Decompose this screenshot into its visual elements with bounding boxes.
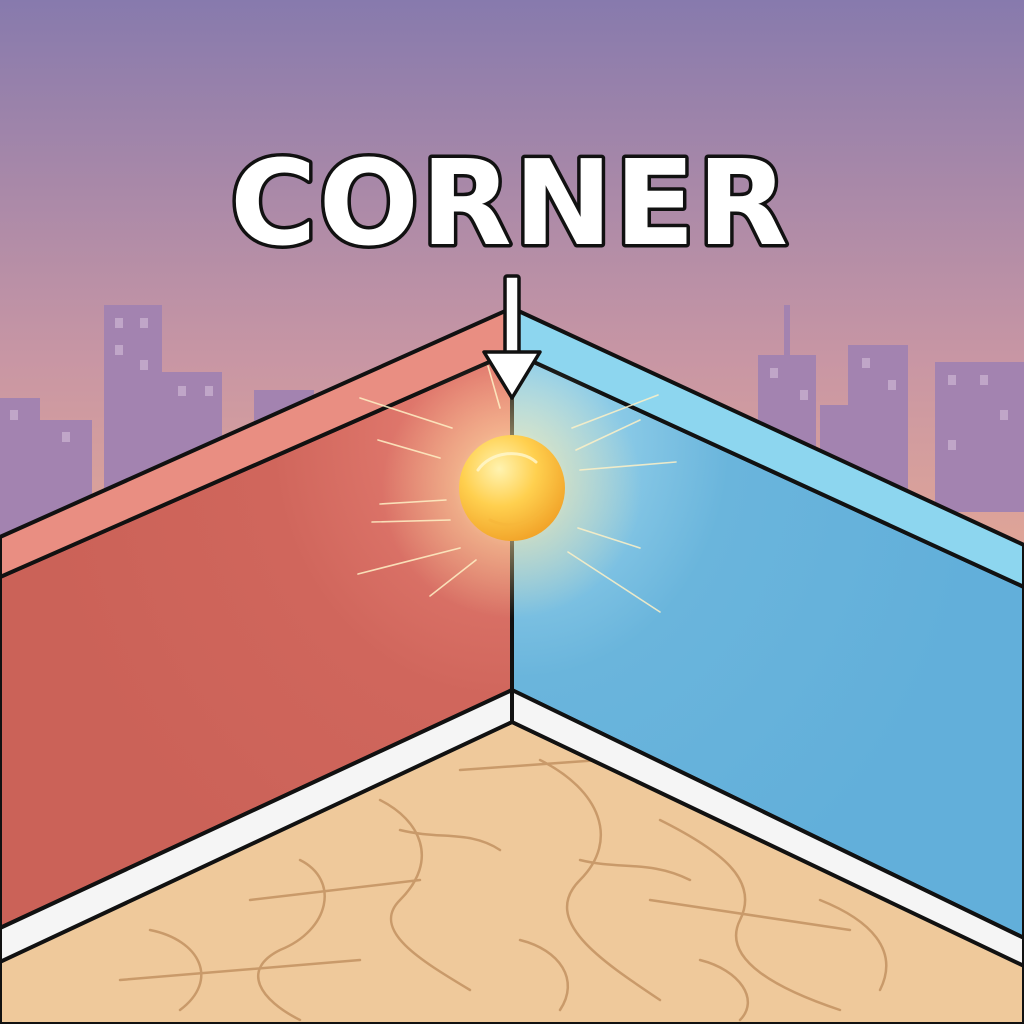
- skyline-windows: [10, 318, 1008, 450]
- down-arrow-icon: [482, 274, 542, 400]
- title: CORNER: [230, 134, 790, 272]
- right-baseboard: [510, 688, 1024, 968]
- glowing-light-icon: [459, 435, 565, 541]
- light-rays: [357, 365, 677, 613]
- floor-wood-grain: [118, 758, 888, 1022]
